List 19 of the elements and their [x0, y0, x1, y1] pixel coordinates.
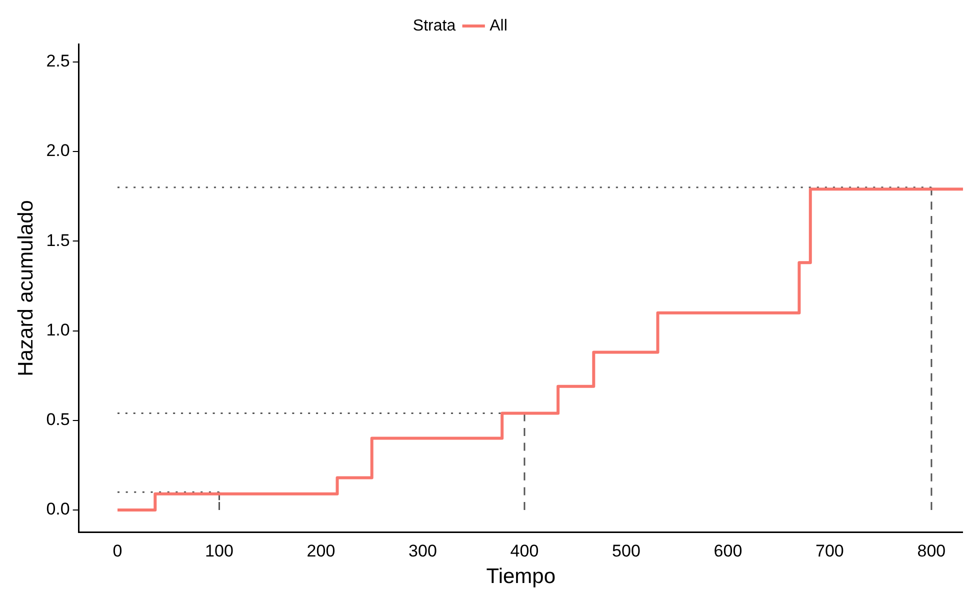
- legend-label: All: [490, 17, 508, 34]
- x-tick-label: 300: [408, 541, 437, 560]
- y-tick-label: 0.0: [46, 500, 70, 519]
- x-tick-label: 800: [917, 541, 946, 560]
- x-tick-label: 600: [714, 541, 742, 560]
- x-tick-label: 100: [205, 541, 234, 560]
- x-axis-title: Tiempo: [486, 565, 556, 588]
- y-tick-label: 1.0: [46, 320, 70, 340]
- x-tick-label: 500: [612, 541, 640, 560]
- x-tick-label: 200: [306, 541, 336, 560]
- y-tick-label: 2.0: [46, 141, 70, 160]
- y-axis-title: Hazard acumulado: [14, 200, 38, 376]
- legend-title: Strata: [412, 17, 456, 34]
- y-tick-label: 0.5: [46, 410, 70, 430]
- x-tick-label: 0: [112, 541, 122, 560]
- y-tick-label: 1.5: [46, 230, 70, 250]
- y-tick-label: 2.5: [46, 52, 70, 71]
- x-tick-label: 400: [510, 541, 539, 560]
- x-tick-label: 700: [816, 541, 844, 560]
